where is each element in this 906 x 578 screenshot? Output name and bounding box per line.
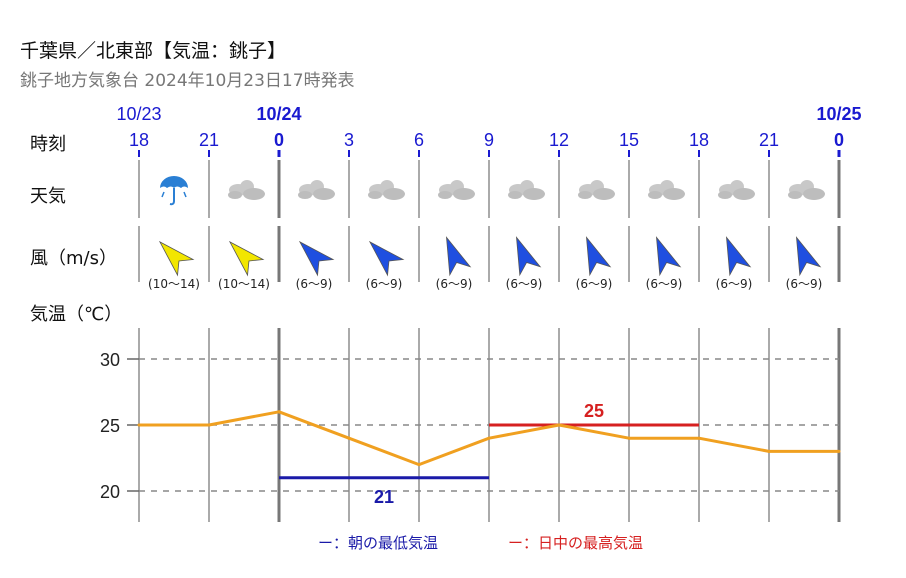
wind-speed-label: (6〜9) [436, 277, 473, 291]
wind-arrow-icon [515, 236, 542, 277]
y-tick-label: 25 [100, 416, 120, 436]
wind-arrow-icon [228, 240, 265, 277]
temperature-point [277, 410, 281, 414]
hour-label: 21 [759, 130, 779, 150]
hour-label: 12 [549, 130, 569, 150]
wind-speed-label: (6〜9) [786, 277, 823, 291]
cloud-icon [438, 180, 475, 200]
wind-arrow-icon [585, 236, 612, 277]
hour-label: 9 [484, 130, 494, 150]
temperature-point [137, 423, 141, 427]
wind-speed-label: (6〜9) [646, 277, 683, 291]
wind-speed-label: (10〜14) [148, 277, 200, 291]
wind-speed-label: (6〜9) [716, 277, 753, 291]
cloud-icon [718, 180, 755, 200]
page-subtitle: 銚子地方気象台 2024年10月23日17時発表 [20, 71, 355, 91]
temperature-point [417, 463, 421, 467]
temperature-point [347, 436, 351, 440]
cloud-icon [298, 180, 335, 200]
min-temp-label: 21 [374, 487, 394, 507]
y-tick-label: 20 [100, 482, 120, 502]
hour-label: 0 [834, 130, 844, 150]
hour-label: 21 [199, 130, 219, 150]
temperature-point [837, 449, 841, 453]
wind-speed-label: (6〜9) [576, 277, 613, 291]
umbrella-rain-icon [160, 176, 188, 206]
row-label-wind: 風（m/s） [30, 248, 117, 269]
hour-label: 18 [689, 130, 709, 150]
wind-speed-label: (10〜14) [218, 277, 270, 291]
row-label-time: 時刻 [30, 134, 66, 155]
max-temp-label: 25 [584, 401, 604, 421]
y-tick-label: 30 [100, 350, 120, 370]
cloud-icon [228, 180, 265, 200]
cloud-icon [368, 180, 405, 200]
wind-speed-label: (6〜9) [366, 277, 403, 291]
date-label: 10/25 [816, 104, 861, 124]
hour-label: 18 [129, 130, 149, 150]
wind-arrow-icon [655, 236, 682, 277]
wind-arrow-icon [725, 236, 752, 277]
wind-arrow-icon [158, 240, 195, 277]
temperature-point [207, 423, 211, 427]
legend-max-temp: ー：日中の最高気温 [508, 534, 644, 552]
temperature-point [627, 436, 631, 440]
temperature-point [767, 449, 771, 453]
wind-speed-label: (6〜9) [506, 277, 543, 291]
hour-label: 3 [344, 130, 354, 150]
row-label-temperature: 気温（℃） [30, 304, 123, 325]
legend-min-temp: ー：朝の最低気温 [318, 534, 439, 552]
row-label-weather: 天気 [30, 186, 66, 207]
date-label: 10/24 [256, 104, 301, 124]
temperature-point [697, 436, 701, 440]
cloud-icon [578, 180, 615, 200]
page-title: 千葉県／北東部【気温：銚子】 [20, 40, 287, 62]
wind-speed-label: (6〜9) [296, 277, 333, 291]
cloud-icon [508, 180, 545, 200]
wind-arrow-icon [445, 236, 472, 277]
wind-arrow-icon [298, 240, 335, 277]
cloud-icon [788, 180, 825, 200]
temperature-point [487, 436, 491, 440]
hour-label: 6 [414, 130, 424, 150]
temperature-point [557, 423, 561, 427]
wind-arrow-icon [368, 240, 405, 277]
wind-arrow-icon [795, 236, 822, 277]
cloud-icon [648, 180, 685, 200]
date-label: 10/23 [116, 104, 161, 124]
hour-label: 0 [274, 130, 284, 150]
hour-label: 15 [619, 130, 639, 150]
